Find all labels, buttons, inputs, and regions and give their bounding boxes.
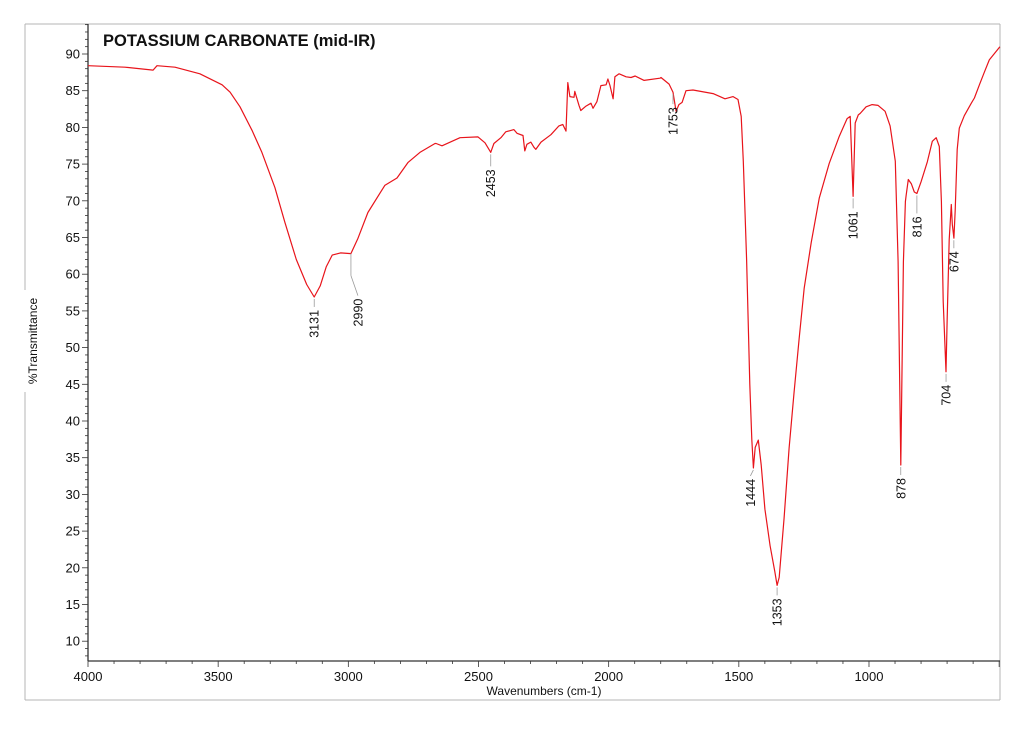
spectrum-trace	[87, 46, 1001, 586]
x-tick-label: 1500	[724, 669, 753, 684]
outer-frame	[24, 23, 1001, 701]
axes	[87, 24, 1000, 662]
chart-title: POTASSIUM CARBONATE (mid-IR)	[103, 32, 376, 50]
x-tick-label: 3500	[204, 669, 233, 684]
x-tick-label: 3000	[334, 669, 363, 684]
peak-label: 1444	[744, 479, 758, 507]
y-tick-label: 55	[66, 303, 80, 318]
y-tick-label: 80	[66, 120, 80, 135]
x-tick-label: 4000	[74, 669, 103, 684]
peak-label: 704	[940, 385, 954, 406]
peak-label: 1353	[771, 598, 785, 626]
peak-label: 3131	[308, 310, 322, 338]
leader-line	[350, 275, 359, 296]
peak-label: 1753	[666, 107, 680, 135]
y-tick-label: 65	[66, 230, 80, 245]
peak-label: 878	[894, 478, 908, 499]
y-tick-label: 10	[66, 634, 80, 649]
y-tick-label: 15	[66, 597, 80, 612]
y-tick-label: 90	[66, 47, 80, 62]
x-tick-label: 2500	[464, 669, 493, 684]
axis-ticks: 10 15 20 25 30 35 40 45 50 55 60 65 70 75 80 85 90 4000 35…	[66, 24, 1000, 684]
x-axis-label: Wavenumbers (cm-1)	[487, 684, 602, 698]
y-tick-label: 30	[66, 487, 80, 502]
y-axis-label: %Transmittance	[26, 298, 40, 385]
y-tick-label: 25	[66, 524, 80, 539]
leader-line	[750, 469, 754, 477]
peak-label: 2453	[484, 169, 498, 197]
peak-label: 816	[910, 216, 924, 237]
y-tick-label: 60	[66, 267, 80, 282]
y-tick-label: 45	[66, 377, 80, 392]
peak-label: 674	[947, 251, 961, 272]
y-tick-label: 40	[66, 414, 80, 429]
peak-label: 2990	[351, 299, 365, 327]
y-tick-label: 35	[66, 450, 80, 465]
peak-annotations: 3131 2990 2453 1753 1444 1353 1061 878 816 704 674	[308, 94, 961, 626]
y-tick-label: 20	[66, 560, 80, 575]
x-tick-label: 1000	[855, 669, 884, 684]
x-tick-label: 2000	[594, 669, 623, 684]
y-tick-label: 70	[66, 193, 80, 208]
peak-label: 1061	[847, 211, 861, 239]
y-tick-label: 85	[66, 83, 80, 98]
y-tick-label: 50	[66, 340, 80, 355]
y-tick-label: 75	[66, 157, 80, 172]
